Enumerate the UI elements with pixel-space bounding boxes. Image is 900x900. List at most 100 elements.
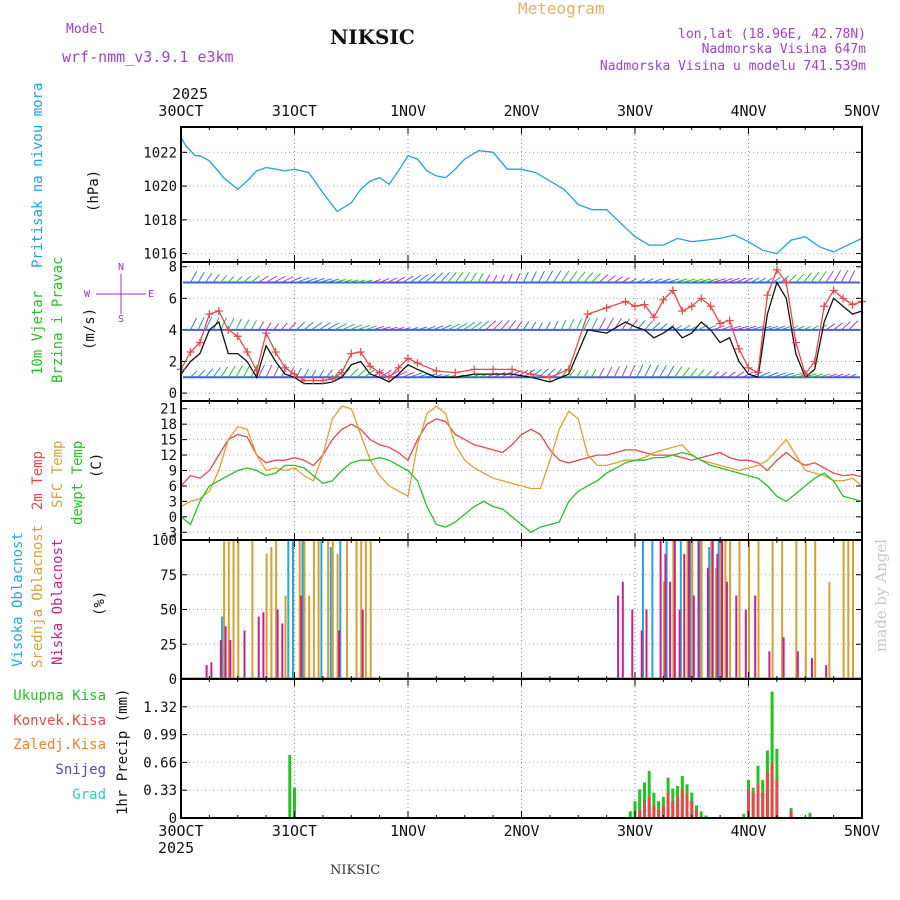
wind-barb [674,366,683,378]
bar-niska-oblacnost [210,662,213,679]
bar-niska-oblacnost [744,609,747,679]
wind-barb [765,277,773,283]
wind-barb [704,278,719,284]
gust-marker [195,338,204,347]
wind-barb [296,277,310,284]
bar-konvek-kisa [775,780,779,818]
wind-barb [719,277,733,284]
gust-marker [394,363,403,372]
plot-layer: 101610181020102202468-303691215182102550… [143,102,880,840]
bar-niska-oblacnost [796,651,799,679]
wind-barb [220,317,227,331]
time-label-top: 2NOV [503,102,539,120]
gust-marker [413,359,422,368]
wind-barb [848,270,856,283]
y-tick-label: 8 [169,260,177,276]
precip-title-3: Zaledj.Kisa [13,737,106,753]
wind-barb [613,366,620,378]
wind-barb [757,325,772,331]
wind-barb [591,368,597,378]
wind-barb [371,278,381,284]
wind-barb [485,273,491,283]
wind-barb [197,317,205,331]
wind-barb [712,325,725,331]
wind-barb [455,322,468,331]
wind-barb [462,322,475,331]
gust-marker [366,362,375,371]
wind-barb [318,369,325,378]
bar-niska-oblacnost [219,640,222,679]
bar-niska-oblacnost [768,651,771,679]
bar-niska-oblacnost [669,581,672,679]
cloud-title-2: Srednja Oblacnost [30,525,46,668]
gust-marker [829,286,838,295]
wind-barb [788,372,802,378]
gust-marker [782,278,791,287]
bar-srednja-oblacnost [327,540,330,679]
wind-title-2: Brzina i Pravac [50,257,66,383]
bar-niska-oblacnost [716,553,719,679]
bar-visoka-oblacnost [320,540,323,679]
wind-barb [387,326,398,331]
wind-barb [333,323,347,331]
wind-barb [197,369,206,378]
bar-srednja-oblacnost [331,540,334,679]
wind-barb [303,321,314,331]
wind-barb [356,368,368,378]
cloud-labels: Visoka Oblacnost Srednja Oblacnost Niska… [10,525,108,668]
gust-marker [186,348,195,357]
wind-barb [651,322,661,331]
wind-barb [530,271,537,283]
gust-marker [697,294,706,303]
wind-barb [651,364,659,378]
pressure-unit: (hPa) [86,170,102,212]
bar-srednja-oblacnost [710,540,713,679]
time-label-top: 1NOV [390,102,426,120]
compass-east: E [148,289,154,300]
y-tick-label: 2 [169,355,177,371]
wind-barb [803,325,812,331]
temp-labels: 2m Temp SFC Temp dewpt Temp (C) [30,441,105,525]
wind-barb [386,277,398,283]
wind-barb [583,272,594,283]
wind-barb [409,327,419,331]
bar-niska-oblacnost [281,623,284,679]
wind-barb [583,370,589,378]
series-wind-gust [180,268,863,382]
wind-barb [402,275,414,283]
bar-srednja-oblacnost [842,540,845,679]
y-tick-label: 1016 [143,247,177,263]
bar-niska-oblacnost [683,553,686,679]
gust-marker [205,310,214,319]
bar-srednja-oblacnost [284,595,287,679]
gust-marker [385,373,394,382]
time-label-top: 30OCT [158,102,203,120]
wind-barb [667,278,680,284]
gust-marker [262,329,271,338]
bar-visoka-oblacnost [292,540,294,679]
bar-srednja-oblacnost [227,540,230,679]
series-mslp [180,136,863,255]
wind-barb [628,319,638,331]
gust-marker [706,302,715,311]
bar-niska-oblacnost [224,626,227,679]
series-sfc-temp [180,405,863,508]
wind-barb [303,277,318,284]
y-tick-label: 1018 [143,213,177,229]
y-tick-label: 0.33 [143,783,177,799]
y-tick-label: 0 [169,811,177,827]
wind-barb [545,368,556,378]
precip-unit: 1hr Precip (mm) [115,689,131,815]
wind-barb [833,322,843,331]
bar-ukupna-kisa [638,789,642,818]
y-tick-label: 0 [169,510,177,526]
wind-barb [848,320,859,331]
bar-niska-oblacnost [257,616,260,679]
time-label-bottom: 3NOV [617,822,653,840]
model-elevation-text: Nadmorska Visina u modelu 741.539m [600,59,866,74]
bar-niska-oblacnost [300,595,303,679]
gust-marker [631,302,639,311]
bar-ukupna-kisa [808,812,812,818]
gust-marker [290,370,299,379]
y-tick-label: 3 [169,494,177,510]
